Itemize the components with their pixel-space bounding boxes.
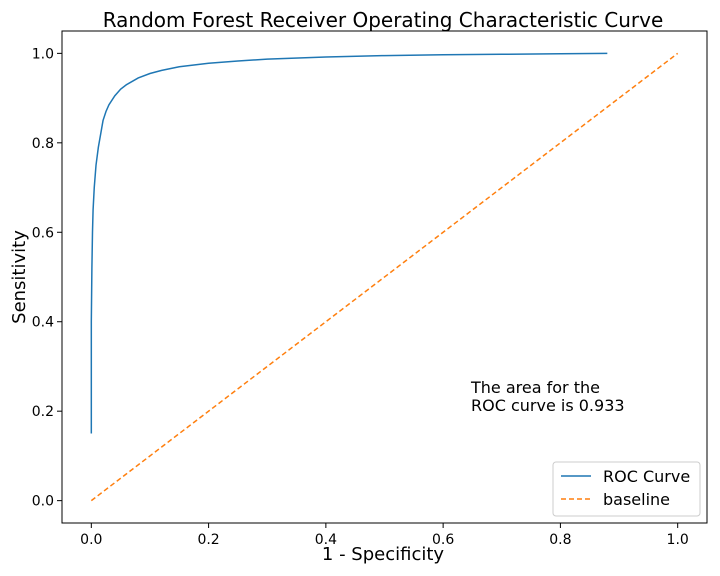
x-tick-label: 1.0 (667, 532, 689, 548)
y-tick-label: 0.0 (32, 494, 54, 510)
y-tick-label: 0.4 (32, 315, 54, 331)
plot-frame (61, 30, 708, 524)
y-tick-label: 1.0 (32, 46, 54, 62)
x-tick-label: 0.8 (549, 532, 571, 548)
auc-annotation-line-2: ROC curve is 0.933 (471, 396, 625, 415)
x-tick-label: 0.0 (80, 532, 102, 548)
x-axis-label: 1 - Specificity (322, 544, 445, 565)
chart-title: Random Forest Receiver Operating Charact… (103, 8, 664, 32)
y-tick-label: 0.8 (32, 136, 54, 152)
y-axis-label: Sensitivity (9, 230, 30, 324)
series-line-roc-curve (90, 52, 608, 434)
legend: ROC Curve baseline (552, 461, 701, 517)
series-layer (90, 52, 679, 502)
x-tick-label: 0.6 (432, 532, 454, 548)
x-tick-label: 0.4 (315, 532, 337, 548)
legend-label-baseline: baseline (603, 490, 670, 509)
y-tick-label: 0.6 (32, 225, 54, 241)
series-line-baseline (90, 52, 679, 502)
x-tick-label: 0.2 (197, 532, 219, 548)
auc-annotation-line-1: The area for the (470, 378, 600, 397)
y-tick-label: 0.2 (32, 404, 54, 420)
legend-label-roc: ROC Curve (603, 467, 690, 486)
y-axis: 0.0 0.2 0.4 0.6 0.8 1.0 (32, 46, 62, 510)
x-axis: 0.0 0.2 0.4 0.6 0.8 1.0 (80, 523, 689, 548)
